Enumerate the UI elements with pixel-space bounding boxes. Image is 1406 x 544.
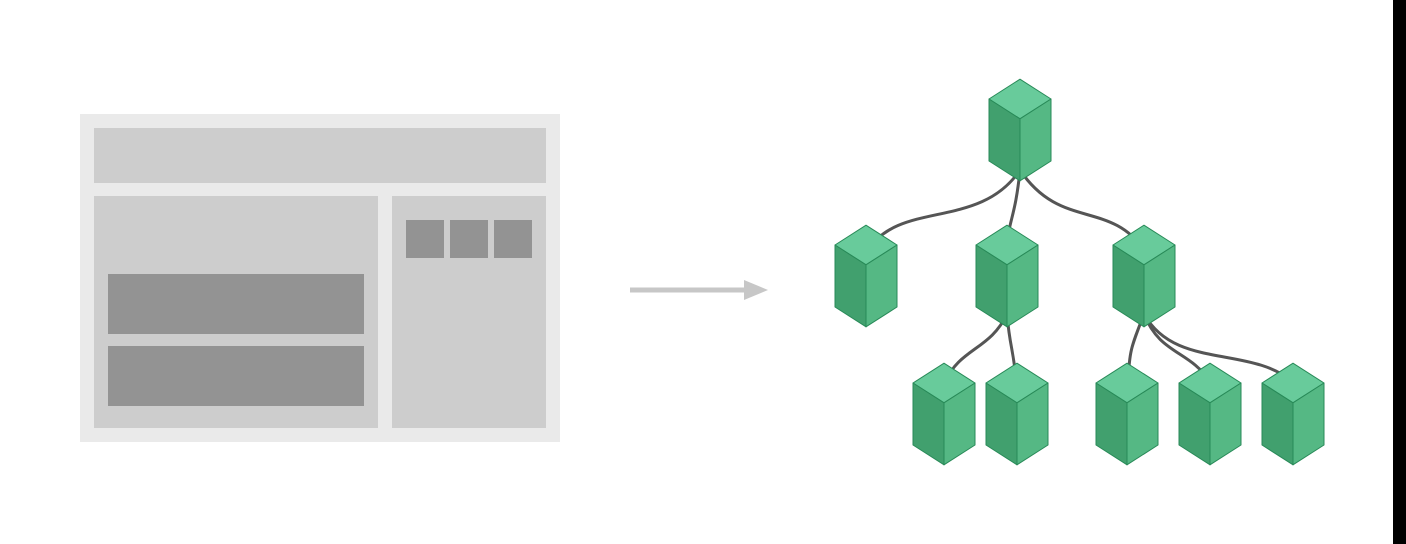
wireframe-right-square-0	[406, 220, 444, 258]
right-edge-bar	[1393, 0, 1406, 544]
tree-node-b	[976, 225, 1038, 327]
wireframe-left-row-0	[108, 274, 364, 334]
arrow-head-icon	[744, 280, 768, 300]
tree-node-e	[986, 363, 1048, 465]
wireframe-left-row-1	[108, 346, 364, 406]
diagram-canvas	[0, 0, 1406, 544]
wireframe-header	[94, 128, 546, 183]
tree-node-root	[989, 79, 1051, 181]
wireframe-right-square-2	[494, 220, 532, 258]
tree-node-g	[1179, 363, 1241, 465]
wireframe-right-square-1	[450, 220, 488, 258]
tree-node-f	[1096, 363, 1158, 465]
tree-node-a	[835, 225, 897, 327]
tree-node-h	[1262, 363, 1324, 465]
tree-node-d	[913, 363, 975, 465]
tree-node-c	[1113, 225, 1175, 327]
